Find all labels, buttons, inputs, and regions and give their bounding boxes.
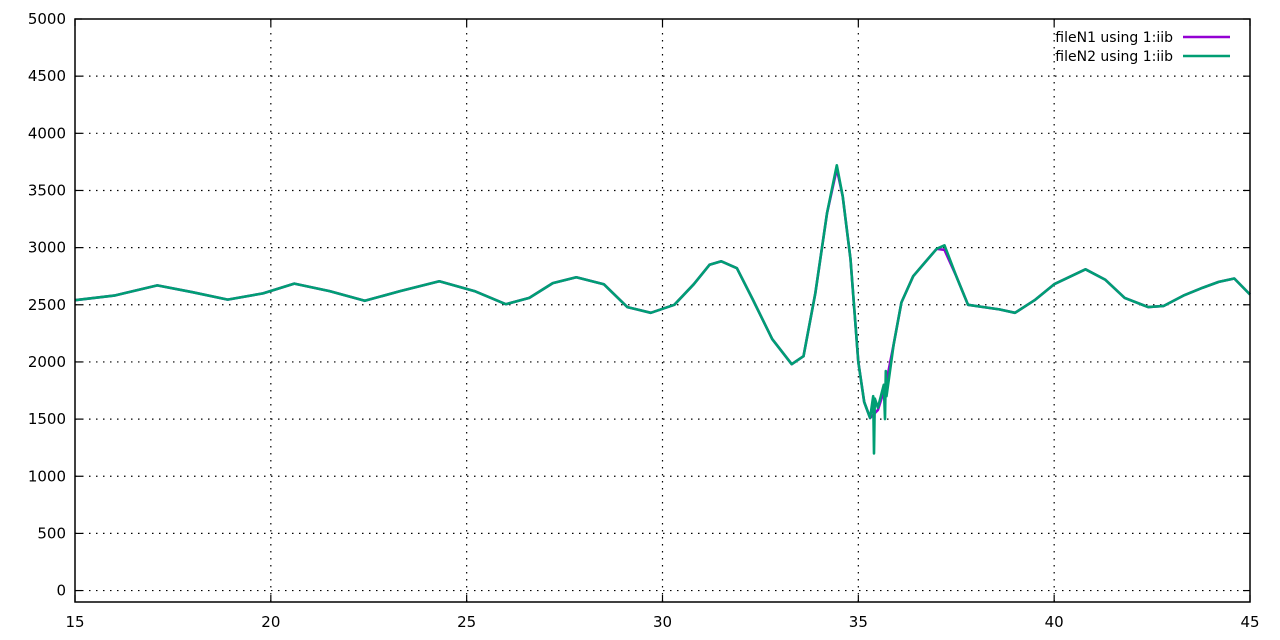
x-tick-label: 15 [65, 613, 84, 631]
x-tick-label: 40 [1045, 613, 1064, 631]
legend-label-1: fileN1 using 1:iib [1055, 30, 1173, 46]
x-tick-label: 30 [653, 613, 672, 631]
y-axis: 0 500 1000 1500 2000 2500 3000 3500 4000 4500 5000 [28, 10, 1250, 600]
x-tick-label: 35 [849, 613, 868, 631]
legend: fileN1 using 1:iib fileN2 using 1:iib [1055, 30, 1230, 65]
y-tick-label: 0 [56, 582, 66, 600]
series-line-2 [74, 164, 1251, 455]
y-tick-label: 5000 [28, 10, 66, 28]
gridlines [75, 19, 1250, 602]
y-tick-label: 3500 [28, 181, 66, 199]
x-tick-label: 25 [457, 613, 476, 631]
y-tick-label: 1000 [28, 467, 66, 485]
x-tick-label: 45 [1240, 613, 1259, 631]
y-tick-label: 4000 [28, 124, 66, 142]
y-tick-label: 500 [37, 524, 66, 542]
y-tick-label: 1500 [28, 410, 66, 428]
series-lines [74, 164, 1251, 455]
y-tick-label: 2500 [28, 296, 66, 314]
x-tick-label: 20 [261, 613, 280, 631]
y-tick-label: 4500 [28, 67, 66, 85]
y-tick-label: 3000 [28, 239, 66, 257]
y-tick-label: 2000 [28, 353, 66, 371]
legend-label-2: fileN2 using 1:iib [1055, 49, 1173, 65]
plot-frame [74, 18, 1251, 603]
